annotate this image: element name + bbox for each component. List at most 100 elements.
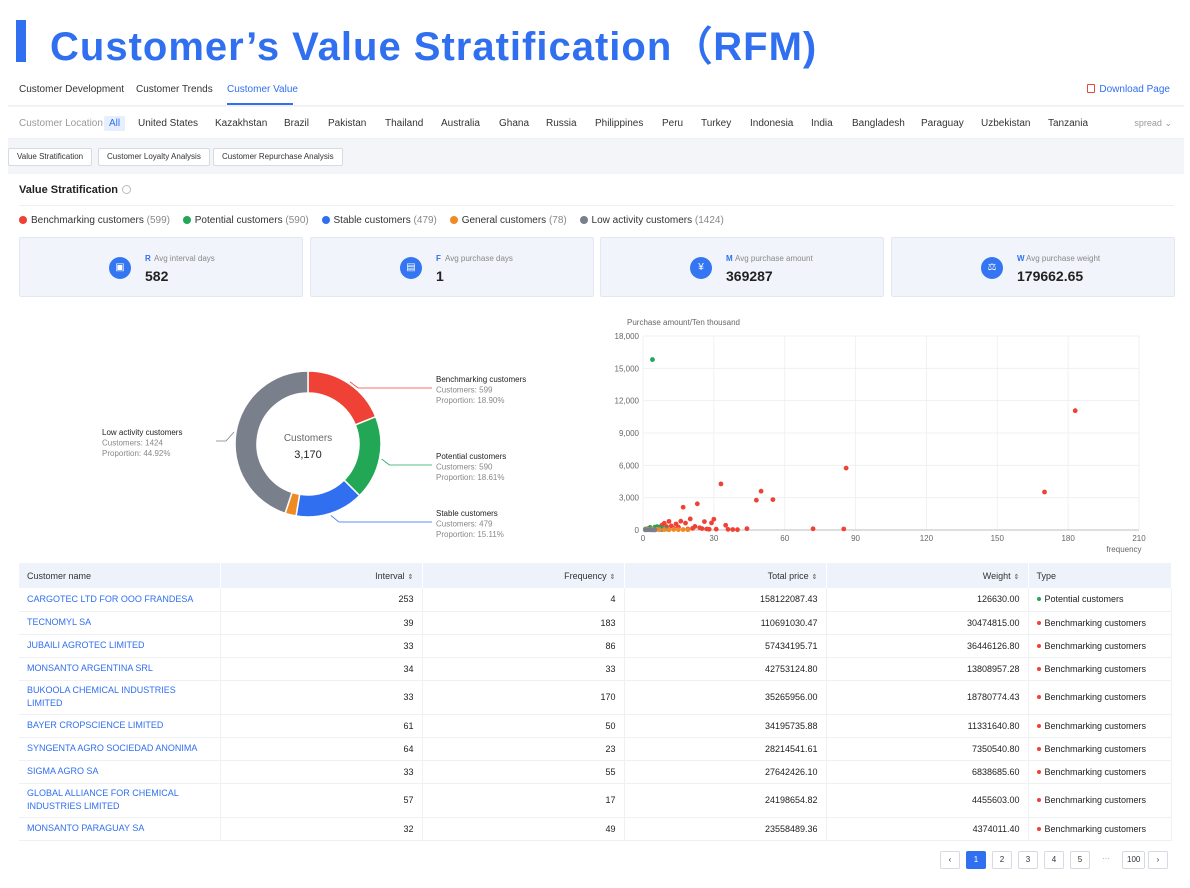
sort-icon[interactable]: ⇕ (811, 573, 818, 581)
scatter-point[interactable] (680, 504, 686, 510)
location-option[interactable]: United States (138, 118, 199, 129)
donut-slice-benchmarking-customers[interactable] (307, 370, 377, 426)
location-option[interactable]: Peru (662, 118, 684, 129)
location-option[interactable]: Tanzania (1048, 118, 1089, 129)
bookmark-icon: ▤ (400, 257, 422, 279)
legend-item-general[interactable]: General customers (78) (449, 215, 567, 226)
customer-name-link[interactable]: MONSANTO PARAGUAY SA (19, 817, 221, 841)
legend-item-stable[interactable]: Stable customers (479) (321, 215, 437, 226)
download-page-button[interactable]: Download Page (1087, 84, 1170, 95)
location-option[interactable]: Paraguay (921, 118, 964, 129)
scatter-point[interactable] (843, 465, 849, 471)
location-option[interactable]: Kazakhstan (215, 118, 268, 129)
location-option[interactable]: Australia (441, 118, 480, 129)
tab-customer-value[interactable]: Customer Value (227, 84, 298, 95)
scatter-point[interactable] (702, 519, 707, 524)
customer-name-link[interactable]: BUKOOLA CHEMICAL INDUSTRIES LIMITED (19, 680, 221, 715)
scatter-point[interactable] (711, 516, 717, 522)
info-icon[interactable] (122, 185, 132, 194)
subtab-customer-repurchase[interactable]: Customer Repurchase Analysis (213, 148, 343, 166)
customer-name-link[interactable]: SIGMA AGRO SA (19, 760, 221, 784)
next-page-button[interactable]: › (1148, 851, 1168, 869)
scatter-point[interactable] (718, 481, 724, 487)
scatter-point[interactable] (744, 526, 750, 532)
scatter-point[interactable] (1072, 408, 1078, 414)
scatter-point[interactable] (676, 527, 681, 533)
subtab-customer-loyalty[interactable]: Customer Loyalty Analysis (98, 148, 210, 166)
location-option[interactable]: Thailand (385, 118, 424, 129)
scatter-point[interactable] (706, 526, 712, 532)
donut-slice-low-activity-customers[interactable] (234, 370, 309, 515)
scatter-point[interactable] (671, 527, 677, 532)
scatter-point[interactable] (735, 527, 740, 533)
location-option[interactable]: India (811, 118, 833, 129)
location-option[interactable]: Russia (546, 118, 577, 129)
scatter-point[interactable] (694, 501, 700, 507)
col-header-frequency[interactable]: Frequency ⇕ (422, 563, 625, 588)
location-option[interactable]: Turkey (701, 118, 732, 129)
scatter-point[interactable] (650, 357, 655, 362)
scatter-point[interactable] (730, 527, 736, 532)
scatter-point[interactable] (692, 524, 698, 529)
location-option[interactable]: Philippines (595, 118, 644, 129)
scatter-point[interactable] (652, 527, 658, 533)
col-header-weight[interactable]: Weight ⇕ (826, 563, 1029, 588)
customer-name-link[interactable]: JUBAILI AGROTEC LIMITED (19, 634, 221, 658)
scatter-point[interactable] (685, 527, 691, 533)
legend-count: (479) (413, 215, 437, 226)
scatter-point[interactable] (753, 497, 759, 503)
page-button[interactable]: 3 (1018, 851, 1038, 869)
scatter-point[interactable] (810, 526, 816, 532)
scatter-point[interactable] (661, 527, 667, 532)
donut-slice-stable-customers[interactable] (295, 479, 361, 518)
location-option[interactable]: Ghana (499, 118, 530, 129)
location-option[interactable]: Uzbekistan (981, 118, 1031, 129)
page-button[interactable]: 2 (992, 851, 1012, 869)
scatter-point[interactable] (683, 520, 688, 526)
legend-item-low-activity[interactable]: Low activity customers (1424) (579, 215, 724, 226)
legend-item-potential[interactable]: Potential customers (590) (182, 215, 309, 226)
scatter-point[interactable] (725, 526, 731, 532)
customer-name-link[interactable]: GLOBAL ALLIANCE FOR CHEMICAL INDUSTRIES … (19, 783, 221, 818)
scatter-point[interactable] (709, 520, 714, 526)
page-button[interactable]: 4 (1044, 851, 1064, 869)
location-option[interactable]: Indonesia (750, 118, 794, 129)
location-all-option[interactable]: All (104, 116, 126, 131)
page-button[interactable]: 5 (1070, 851, 1090, 869)
tab-customer-development[interactable]: Customer Development (19, 84, 125, 95)
customer-name-link[interactable]: MONSANTO ARGENTINA SRL (19, 657, 221, 681)
tab-customer-trends[interactable]: Customer Trends (136, 84, 213, 95)
subtab-value-stratification[interactable]: Value Stratification (8, 148, 93, 166)
col-header-total-price[interactable]: Total price ⇕ (624, 563, 827, 588)
sort-icon[interactable]: ⇕ (407, 573, 414, 581)
scatter-point[interactable] (678, 518, 684, 524)
location-option[interactable]: Pakistan (328, 118, 367, 129)
scatter-point[interactable] (666, 527, 672, 533)
location-option[interactable]: Bangladesh (852, 118, 905, 129)
col-header-interval[interactable]: Interval ⇕ (220, 563, 423, 588)
scatter-point[interactable] (1042, 489, 1047, 495)
sort-icon[interactable]: ⇕ (1013, 573, 1020, 581)
customer-name-link[interactable]: TECNOMYL SA (19, 611, 221, 635)
page-button[interactable]: 100 (1122, 851, 1146, 869)
scatter-point[interactable] (770, 497, 776, 503)
scatter-point[interactable] (657, 527, 662, 533)
scatter-point[interactable] (713, 526, 719, 532)
prev-page-button[interactable]: ‹ (940, 851, 960, 869)
location-option[interactable]: Brazil (284, 118, 310, 129)
legend-item-benchmarking[interactable]: Benchmarking customers (599) (19, 215, 170, 226)
scatter-point[interactable] (841, 526, 847, 532)
scatter-point[interactable] (699, 526, 705, 531)
scatter-point[interactable] (723, 522, 729, 528)
scatter-point[interactable] (687, 516, 693, 522)
donut-slice-potential-customers[interactable] (342, 415, 382, 497)
scatter-point[interactable] (758, 488, 764, 494)
scatter-point[interactable] (666, 518, 672, 524)
customer-name-link[interactable]: SYNGENTA AGRO SOCIEDAD ANONIMA (19, 737, 221, 761)
spread-toggle[interactable]: spread ⌄ (1134, 118, 1172, 129)
sort-icon[interactable]: ⇕ (609, 573, 616, 581)
customer-name-link[interactable]: CARGOTEC LTD FOR OOO FRANDESA (19, 588, 221, 612)
page-button[interactable]: 1 (966, 851, 986, 869)
customer-name-link[interactable]: BAYER CROPSCIENCE LIMITED (19, 714, 221, 738)
scatter-point[interactable] (680, 527, 686, 532)
